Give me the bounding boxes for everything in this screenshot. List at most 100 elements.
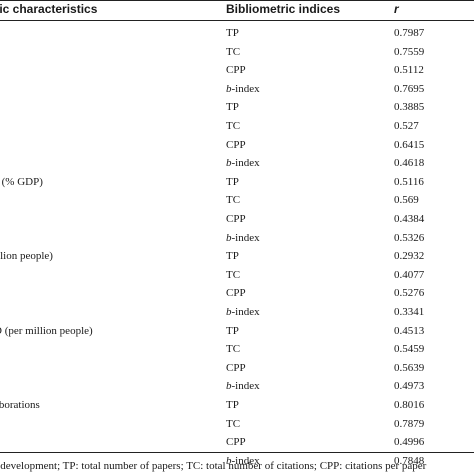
index-cell: TP [226, 176, 239, 188]
r-value-cell: 0.4996 [394, 436, 425, 449]
characteristic-cell: illion people) [0, 250, 53, 263]
index-cell: TC [226, 343, 240, 355]
table-row: CPP 0.6415 [0, 138, 474, 156]
table-row: CPP 0.4384 [0, 212, 474, 230]
r-value-cell: 0.5459 [394, 343, 425, 356]
index-cell: TP [226, 399, 239, 411]
index-label: TP [226, 250, 239, 263]
r-value-cell: 0.5116 [394, 175, 424, 188]
index-label: -index [231, 157, 260, 170]
r-value-cell: 0.3341 [394, 306, 425, 318]
index-prefix: b [226, 157, 232, 170]
index-cell: CPP [226, 64, 246, 76]
r-value-cell: 0.5276 [394, 287, 425, 300]
index-cell: b-index [226, 232, 260, 244]
index-cell: TC [226, 120, 240, 132]
index-label: CPP [226, 64, 246, 77]
r-value-cell: 0.569 [394, 194, 419, 207]
r-value-cell: 0.5639 [394, 361, 425, 374]
index-label: -index [231, 231, 260, 244]
index-label: TC [226, 343, 241, 356]
table-row: D (per million people) TP 0.4513 [0, 324, 474, 342]
index-label: TC [226, 120, 241, 132]
r-value-cell: 0.5112 [394, 64, 424, 77]
r-value-cell: 0.2932 [394, 250, 425, 263]
index-label: CPP [226, 287, 246, 300]
r-value-cell: 0.4618 [394, 157, 425, 170]
table-row: TP 0.3885 [0, 100, 474, 118]
r-value-cell: 0.7879 [394, 417, 425, 430]
table-row: aborations TP 0.8016 [0, 398, 474, 416]
r-value-cell: 0.5326 [394, 231, 425, 244]
index-prefix: b [226, 306, 232, 318]
index-prefix: b [226, 454, 232, 467]
index-label: TC [226, 417, 241, 430]
index-cell: CPP [226, 139, 246, 151]
r-value-cell: 0.7848 [394, 454, 425, 467]
index-label: -index [231, 82, 260, 95]
index-cell: CPP [226, 436, 246, 448]
header-bottom-rule [0, 20, 474, 21]
index-cell: b-index [226, 157, 260, 169]
index-cell: TP [226, 250, 239, 262]
index-label: TP [226, 175, 239, 188]
index-label: TC [226, 45, 241, 58]
r-value-cell: 0.3885 [394, 101, 425, 114]
table-row: TC 0.4077 [0, 268, 474, 286]
index-label: TC [226, 268, 241, 281]
header-characteristics: ific characteristics [0, 2, 98, 16]
index-label: -index [231, 454, 260, 467]
r-value-cell: 0.8016 [394, 399, 425, 411]
index-cell: TC [226, 269, 240, 281]
table-row: CPP 0.5276 [0, 286, 474, 304]
table-row: b-index 0.3341 [0, 305, 474, 323]
index-cell: CPP [226, 213, 246, 225]
r-value-cell: 0.7559 [394, 45, 425, 58]
header-bibliometric-indices: Bibliometric indices [226, 2, 341, 16]
table-row: b-index 0.4973 [0, 379, 474, 397]
table-bottom-rule [0, 452, 474, 453]
index-label: TC [226, 194, 241, 207]
index-label: CPP [226, 213, 246, 225]
table-row: TC 0.7559 [0, 45, 474, 63]
index-label: CPP [226, 138, 246, 151]
r-value-cell: 0.4384 [394, 213, 425, 225]
index-cell: b-index [226, 455, 260, 467]
r-value-cell: 0.4973 [394, 380, 425, 393]
table-row: CPP 0.5639 [0, 361, 474, 379]
index-cell: TP [226, 325, 239, 337]
r-value-cell: 0.4077 [394, 268, 425, 281]
header-r: r [394, 2, 399, 16]
table-row: b-index 0.7848 [0, 454, 474, 472]
index-prefix: b [226, 82, 232, 95]
index-label: -index [231, 306, 260, 318]
index-cell: TP [226, 101, 239, 113]
characteristic-cell: D (per million people) [0, 324, 93, 337]
index-cell: b-index [226, 306, 260, 318]
index-cell: CPP [226, 362, 246, 374]
index-label: TP [226, 101, 239, 114]
index-cell: b-index [226, 380, 260, 392]
index-label: -index [231, 380, 260, 393]
r-value-cell: 0.7695 [394, 82, 425, 95]
footnote: d development; TP: total number of paper… [0, 460, 427, 472]
index-prefix: b [226, 231, 232, 244]
r-value-cell: 0.4513 [394, 324, 425, 337]
table-row: b-index 0.7695 [0, 82, 474, 100]
characteristic-cell: aborations [0, 399, 40, 411]
index-label: TP [226, 324, 239, 337]
index-label: TP [226, 27, 239, 39]
index-cell: TC [226, 46, 240, 58]
index-cell: TC [226, 194, 240, 206]
table-row: illion people) TP 0.2932 [0, 249, 474, 267]
index-cell: TC [226, 418, 240, 430]
table-row: TC 0.5459 [0, 342, 474, 360]
header-top-rule [0, 0, 474, 1]
table-row: b-index 0.5326 [0, 231, 474, 249]
index-label: CPP [226, 436, 246, 449]
r-value-cell: 0.527 [394, 120, 419, 132]
index-label: CPP [226, 361, 246, 374]
table-row: b-index 0.4618 [0, 156, 474, 174]
table-row: TC 0.569 [0, 193, 474, 211]
table-row: TC 0.527 [0, 119, 474, 137]
